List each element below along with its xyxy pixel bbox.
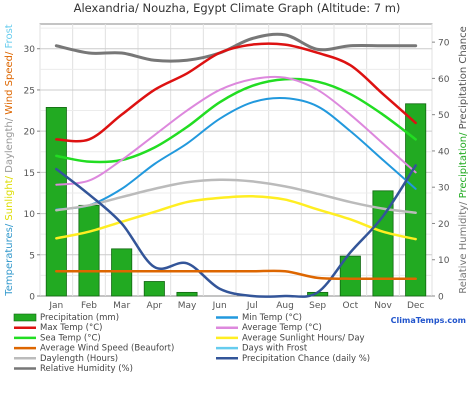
legend-label: Average Temp (°C) xyxy=(242,323,322,333)
right-axis-tick-label: 40 xyxy=(438,147,450,157)
x-axis-tick-label: Apr xyxy=(147,301,163,311)
x-axis-tick-label: Dec xyxy=(407,301,424,311)
right-axis-tick-label: 70 xyxy=(438,39,450,49)
right-axis-tick-label: 20 xyxy=(438,220,450,230)
series-line-average-temp-c xyxy=(55,75,417,186)
series-line-average-wind-speed-beaufort xyxy=(55,269,417,281)
legend-item: Precipitation Chance (daily %) xyxy=(216,354,370,364)
legend-item: Relative Humidity (%) xyxy=(14,364,133,374)
legend-item: Precipitation (mm) xyxy=(13,313,119,323)
legend-label: Daylength (Hours) xyxy=(40,354,118,364)
left-axis-label-part: Frost xyxy=(4,24,15,48)
x-axis-tick-label: Jun xyxy=(212,301,227,311)
legend-label: Min Temp (°C) xyxy=(242,313,302,323)
legend-item: Average Wind Speed (Beaufort) xyxy=(14,344,174,354)
precipitation-bar xyxy=(45,107,67,297)
legend-item: Days with Frost xyxy=(216,344,308,354)
plot-area: 0 5 10 15 20 25 30 0 10 20 30 40 50 60 70 Jan Feb Mar Apr M… xyxy=(4,23,469,311)
right-axis-tick-label: 50 xyxy=(438,111,450,121)
precipitation-bar xyxy=(78,204,100,297)
precipitation-bar xyxy=(143,281,165,297)
x-axis-tick-label: Jan xyxy=(48,301,63,311)
watermark: ClimaTemps.com xyxy=(391,316,466,325)
precipitation-bar xyxy=(176,291,198,297)
series-line-relative-humidity xyxy=(54,32,418,63)
legend-label: Average Sunlight Hours/ Day xyxy=(242,333,365,343)
legend-item: Min Temp (°C) xyxy=(216,313,302,323)
right-axis-tick-label: 60 xyxy=(438,75,450,85)
x-axis-tick-label: Mar xyxy=(113,301,130,311)
x-axis-tick-label: Sep xyxy=(309,301,326,311)
legend-label: Days with Frost xyxy=(242,344,308,354)
legend-label: Average Wind Speed (Beaufort) xyxy=(40,344,174,354)
left-axis-label-part: Sunlight/ xyxy=(4,173,15,221)
left-axis-label-part: Daylength/ xyxy=(4,115,15,173)
chart-title: Alexandria/ Nouzha, Egypt Climate Graph … xyxy=(74,1,401,15)
right-axis-tick-label: 10 xyxy=(438,256,450,266)
left-axis-label: Temperatures/ Sunlight/ Daylength/ Wind … xyxy=(4,24,15,296)
precipitation-bar xyxy=(372,190,394,297)
legend-label: Relative Humidity (%) xyxy=(40,364,133,374)
series-line-average-sunlight-hours-day xyxy=(55,194,417,241)
legend: Precipitation (mm) Min Temp (°C) Max Temp … xyxy=(13,313,370,374)
series-line-max-temp-c xyxy=(55,42,417,143)
left-axis-tick-label: 25 xyxy=(24,86,35,96)
x-axis-tick-label: Jul xyxy=(246,301,258,311)
precipitation-bar xyxy=(339,255,361,297)
precipitation-bar xyxy=(405,103,427,297)
x-axis-tick-label: Nov xyxy=(374,301,392,311)
x-axis-tick-label: Oct xyxy=(343,301,359,311)
left-axis-tick-label: 10 xyxy=(24,210,36,220)
legend-item: Sea Temp (°C) xyxy=(14,333,101,343)
legend-item: Daylength (Hours) xyxy=(14,354,118,364)
series-line-daylength-hours xyxy=(55,178,417,215)
series-line-precipitation-chance-daily xyxy=(55,164,417,298)
x-axis-tick-label: May xyxy=(178,301,197,311)
right-axis-label: Relative Humidity/ Precipitation/ Precip… xyxy=(458,26,469,294)
left-axis-tick-label: 15 xyxy=(24,169,35,179)
left-axis-label-part: Wind Speed/ xyxy=(4,48,15,114)
x-axis-tick-label: Aug xyxy=(276,301,294,311)
series-line-sea-temp-c xyxy=(55,77,417,164)
x-axis-tick-label: Feb xyxy=(81,301,97,311)
legend-label: Max Temp (°C) xyxy=(40,323,102,333)
right-axis-label-part: Precipitation Chance xyxy=(458,26,469,129)
left-axis-tick-label: 0 xyxy=(29,293,35,303)
left-axis-label-part: Temperatures/ xyxy=(4,221,15,297)
left-axis-tick-label: 20 xyxy=(24,128,36,138)
legend-swatch-box xyxy=(13,313,37,322)
right-axis-tick-label: 0 xyxy=(438,293,444,303)
left-axis-tick-label: 30 xyxy=(24,45,36,55)
legend-label: Precipitation (mm) xyxy=(40,313,119,323)
legend-item: Max Temp (°C) xyxy=(14,323,102,333)
legend-label: Precipitation Chance (daily %) xyxy=(242,354,370,364)
legend-item: Average Temp (°C) xyxy=(216,323,322,333)
series-line-min-temp-c xyxy=(55,97,417,211)
right-axis-tick-label: 30 xyxy=(438,184,450,194)
legend-label: Sea Temp (°C) xyxy=(40,333,101,343)
left-axis-tick-label: 5 xyxy=(29,251,35,261)
legend-item: Average Sunlight Hours/ Day xyxy=(216,333,365,343)
right-axis-label-part: Relative Humidity/ xyxy=(458,198,469,293)
right-axis-label-part: Precipitation/ xyxy=(458,129,469,198)
